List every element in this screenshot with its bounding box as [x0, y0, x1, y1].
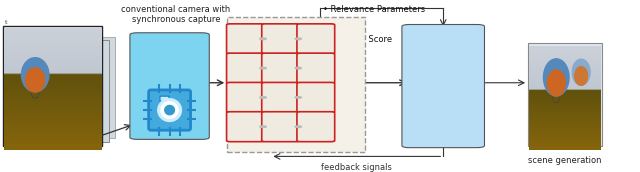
- Circle shape: [295, 67, 301, 69]
- Text: scene generation: scene generation: [528, 156, 602, 165]
- Text: • Relevance Parameters: • Relevance Parameters: [323, 5, 426, 14]
- Circle shape: [547, 70, 565, 96]
- Text: Engine: Engine: [423, 61, 463, 71]
- Circle shape: [260, 67, 266, 69]
- Circle shape: [260, 38, 266, 40]
- FancyBboxPatch shape: [227, 17, 365, 152]
- Circle shape: [260, 96, 266, 98]
- FancyBboxPatch shape: [262, 53, 300, 83]
- Text: t+1: t+1: [17, 34, 29, 39]
- Text: t+2: t+2: [28, 30, 39, 35]
- Text: RCM: RCM: [283, 21, 309, 31]
- FancyBboxPatch shape: [10, 40, 109, 142]
- FancyBboxPatch shape: [227, 112, 264, 142]
- FancyBboxPatch shape: [402, 24, 484, 148]
- Text: Capture: Capture: [146, 46, 193, 56]
- Text: Rendering: Rendering: [413, 41, 474, 51]
- Circle shape: [161, 102, 178, 118]
- Circle shape: [575, 67, 588, 85]
- Text: t: t: [4, 20, 7, 25]
- Circle shape: [26, 68, 45, 92]
- FancyBboxPatch shape: [262, 24, 300, 54]
- FancyBboxPatch shape: [16, 37, 115, 138]
- Circle shape: [260, 126, 266, 127]
- FancyBboxPatch shape: [227, 53, 264, 83]
- FancyBboxPatch shape: [160, 96, 169, 101]
- FancyBboxPatch shape: [130, 33, 209, 139]
- FancyBboxPatch shape: [227, 82, 264, 112]
- Circle shape: [295, 126, 301, 127]
- Circle shape: [295, 96, 301, 98]
- FancyBboxPatch shape: [297, 53, 335, 83]
- Text: Module: Module: [148, 64, 191, 74]
- FancyBboxPatch shape: [528, 43, 602, 146]
- FancyBboxPatch shape: [262, 112, 300, 142]
- Text: • Saliency Score: • Saliency Score: [323, 35, 392, 44]
- FancyBboxPatch shape: [297, 112, 335, 142]
- Text: feedback signals: feedback signals: [321, 164, 392, 172]
- Text: Events: Events: [336, 96, 364, 105]
- FancyBboxPatch shape: [262, 82, 300, 112]
- Text: Region: Region: [336, 42, 365, 51]
- FancyBboxPatch shape: [3, 26, 102, 146]
- Circle shape: [295, 38, 301, 40]
- Circle shape: [158, 99, 181, 121]
- Text: Pixels: Pixels: [336, 62, 360, 71]
- Circle shape: [543, 59, 569, 96]
- Circle shape: [164, 105, 175, 115]
- Text: RPU: RPU: [234, 34, 252, 43]
- FancyBboxPatch shape: [227, 24, 264, 54]
- Circle shape: [572, 59, 590, 85]
- FancyBboxPatch shape: [148, 90, 191, 130]
- FancyBboxPatch shape: [297, 24, 335, 54]
- FancyBboxPatch shape: [297, 82, 335, 112]
- Text: conventional camera with
synchronous capture: conventional camera with synchronous cap…: [122, 5, 230, 24]
- Circle shape: [22, 58, 49, 92]
- Text: (async.): (async.): [426, 83, 460, 92]
